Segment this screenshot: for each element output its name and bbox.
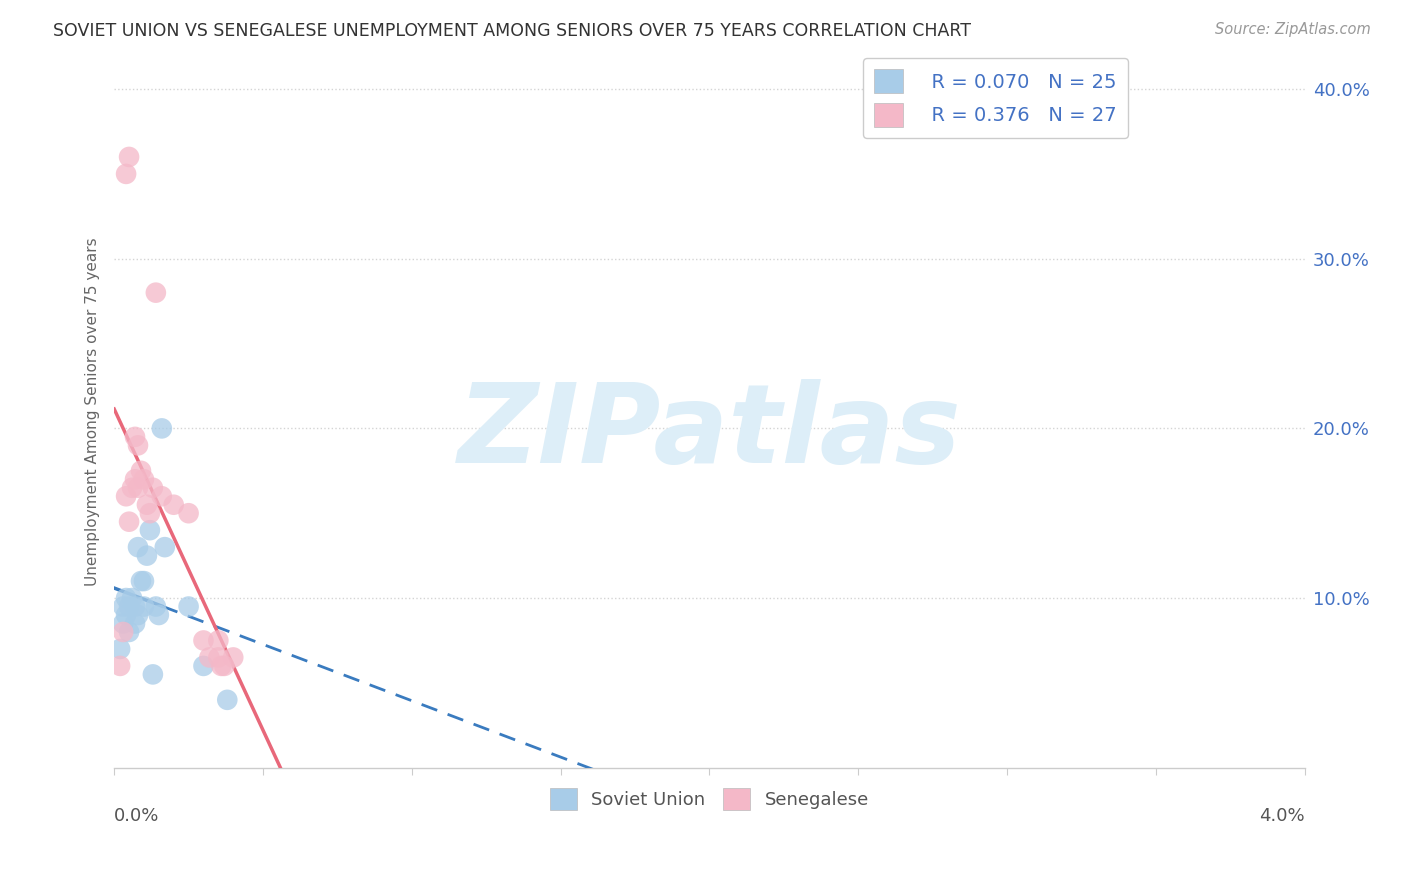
Point <box>127 540 149 554</box>
Point <box>177 506 200 520</box>
Point <box>148 607 170 622</box>
Point <box>112 616 135 631</box>
Point <box>115 167 138 181</box>
Point <box>142 667 165 681</box>
Point <box>121 481 143 495</box>
Point <box>132 574 155 588</box>
Legend: Soviet Union, Senegalese: Soviet Union, Senegalese <box>543 780 876 817</box>
Text: 0.0%: 0.0% <box>114 807 159 825</box>
Text: SOVIET UNION VS SENEGALESE UNEMPLOYMENT AMONG SENIORS OVER 75 YEARS CORRELATION : SOVIET UNION VS SENEGALESE UNEMPLOYMENT … <box>53 22 972 40</box>
Point <box>222 650 245 665</box>
Point <box>124 616 146 631</box>
Point <box>132 599 155 614</box>
Point <box>217 693 239 707</box>
Point <box>127 607 149 622</box>
Point <box>121 591 143 605</box>
Point <box>115 591 138 605</box>
Point <box>207 633 229 648</box>
Point <box>177 599 200 614</box>
Point <box>115 489 138 503</box>
Point <box>136 498 159 512</box>
Point <box>108 659 131 673</box>
Text: Source: ZipAtlas.com: Source: ZipAtlas.com <box>1215 22 1371 37</box>
Point <box>150 489 173 503</box>
Point <box>136 549 159 563</box>
Point <box>124 472 146 486</box>
Point <box>132 472 155 486</box>
Point <box>214 659 236 673</box>
Point <box>142 481 165 495</box>
Point <box>108 642 131 657</box>
Point <box>118 599 141 614</box>
Point <box>139 506 162 520</box>
Point <box>118 515 141 529</box>
Point <box>139 523 162 537</box>
Point <box>198 650 221 665</box>
Point <box>112 599 135 614</box>
Point <box>129 464 152 478</box>
Point <box>145 285 167 300</box>
Point <box>193 659 215 673</box>
Y-axis label: Unemployment Among Seniors over 75 years: Unemployment Among Seniors over 75 years <box>86 237 100 586</box>
Point <box>127 438 149 452</box>
Point <box>153 540 176 554</box>
Point <box>145 599 167 614</box>
Point <box>150 421 173 435</box>
Point <box>118 150 141 164</box>
Point <box>209 659 232 673</box>
Point <box>127 481 149 495</box>
Point <box>129 574 152 588</box>
Text: ZIPatlas: ZIPatlas <box>457 379 962 486</box>
Point <box>124 430 146 444</box>
Point <box>163 498 186 512</box>
Text: 4.0%: 4.0% <box>1260 807 1305 825</box>
Point <box>115 607 138 622</box>
Point <box>207 650 229 665</box>
Point <box>124 599 146 614</box>
Point <box>118 624 141 639</box>
Point <box>112 624 135 639</box>
Point <box>193 633 215 648</box>
